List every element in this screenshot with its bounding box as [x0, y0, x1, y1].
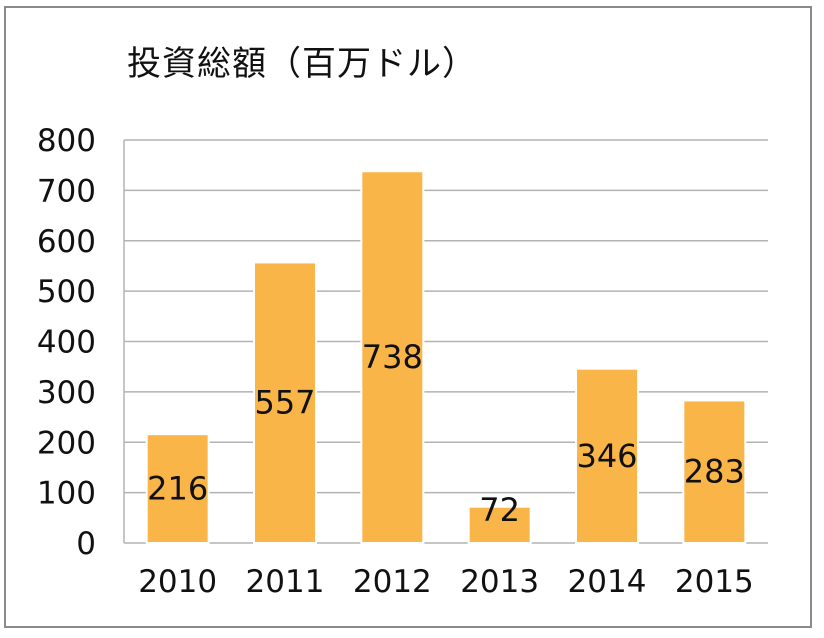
data-label-2011: 557: [254, 384, 315, 422]
bar-2012: [360, 170, 425, 544]
bar-2013: [467, 505, 532, 545]
bar-2010: [145, 433, 210, 544]
x-tick-label-2010: 2010: [138, 564, 217, 600]
data-label-2010: 216: [147, 470, 208, 508]
y-tick-label-100: 100: [37, 476, 96, 512]
y-tick-label-600: 600: [37, 224, 96, 260]
bar-2011: [253, 261, 317, 544]
y-axis: 0 100 200 300 400 500 600 700 800: [37, 123, 125, 562]
x-tick-label-2013: 2013: [460, 564, 539, 600]
y-tick-label-0: 0: [76, 526, 96, 562]
x-axis-labels: 2010 2011 2012 2013 2014 2015: [138, 564, 754, 600]
data-label-2012: 738: [362, 338, 423, 376]
data-label-2014: 346: [576, 437, 637, 475]
x-tick-label-2012: 2012: [353, 564, 432, 600]
data-label-2013: 72: [479, 491, 520, 529]
y-tick-label-700: 700: [37, 173, 96, 209]
bar-2015: [682, 399, 747, 544]
y-tick-label-400: 400: [37, 325, 96, 361]
y-tick-label-800: 800: [37, 123, 96, 159]
gridlines: [124, 139, 768, 544]
x-tick-label-2011: 2011: [246, 564, 325, 600]
bars: [145, 170, 747, 545]
x-tick-label-2014: 2014: [568, 564, 647, 600]
data-labels: 216 557 738 72 346 283: [147, 338, 745, 529]
data-label-2015: 283: [684, 453, 745, 491]
y-tick-label-500: 500: [37, 274, 96, 310]
y-tick-label-200: 200: [37, 425, 96, 461]
chart-title: 投資総額（百万ドル）: [127, 44, 477, 84]
y-tick-label-300: 300: [37, 375, 96, 411]
bar-2014: [575, 367, 639, 545]
x-tick-label-2015: 2015: [675, 564, 754, 600]
